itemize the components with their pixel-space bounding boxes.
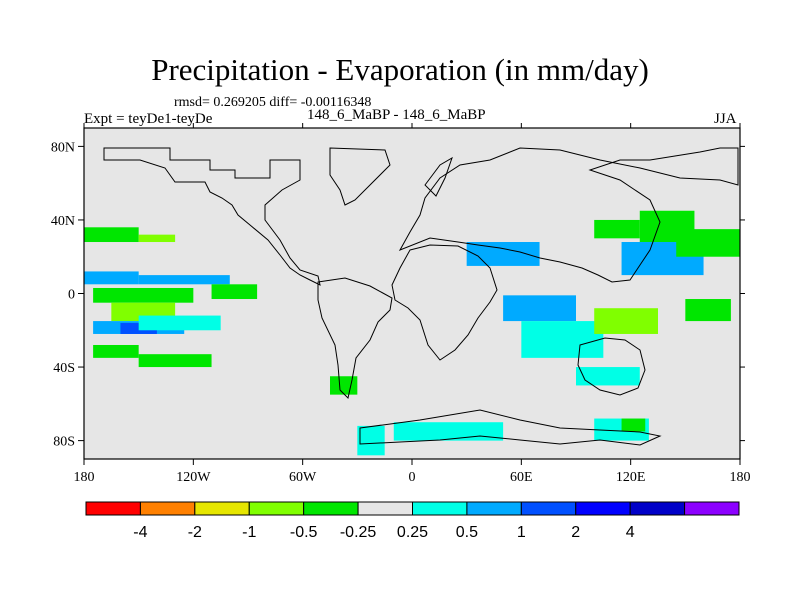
field-patch-17 [521, 321, 604, 358]
axes: 180 120W 60W 0 60E 120E 180 80N 40N 0 40S 80S [51, 123, 751, 485]
x-tick-label-4: 60E [510, 470, 533, 485]
field-patch-26 [576, 367, 640, 386]
field-patch-14 [393, 422, 504, 441]
x-tick-label-3: 0 [409, 470, 416, 485]
colorbar-label-3: -0.5 [290, 524, 318, 541]
colorbar-label-2: -1 [242, 524, 256, 541]
x-tick-label-6: 180 [730, 470, 751, 485]
field-patch-11 [211, 284, 258, 300]
coastlines [103, 147, 739, 446]
field-patch-1 [138, 275, 230, 285]
coastline-south-america [317, 277, 393, 399]
colorbar-swatch-0 [85, 501, 141, 516]
field-patches [84, 210, 740, 456]
x-tick-label-1: 120W [176, 470, 211, 485]
map-area [83, 127, 741, 460]
colorbar-label-4: -0.25 [340, 524, 377, 541]
y-tick-label-3: 40S [53, 361, 75, 376]
colorbar-label-7: 1 [517, 524, 526, 541]
coastline-africa [391, 244, 498, 361]
colorbar-label-5: 0.25 [397, 524, 428, 541]
field-patch-18 [594, 308, 658, 334]
chart-title: Precipitation - Evaporation (in mm/day) [151, 52, 649, 87]
field-patch-0 [84, 271, 139, 285]
colorbar-label-0: -4 [133, 524, 147, 541]
field-patch-23 [685, 299, 731, 322]
colorbar-swatch-6 [412, 501, 468, 516]
colorbar-swatch-10 [629, 501, 686, 516]
colorbar-label-9: 4 [626, 524, 635, 541]
colorbar-swatch-5 [357, 501, 414, 516]
field-patch-3 [138, 234, 176, 243]
y-tick-label-2: 0 [68, 288, 75, 303]
x-tick-label-2: 60W [289, 470, 317, 485]
coastline-antarctica [359, 409, 662, 446]
coastline-eurasia [398, 147, 739, 283]
colorbar-swatch-7 [466, 501, 522, 516]
colorbar-swatch-8 [520, 501, 577, 516]
field-patch-15 [466, 242, 540, 266]
colorbar: -4 -2 -1 -0.5 -0.25 0.25 0.5 1 2 4 [85, 501, 740, 541]
experiment-label: Expt = teyDe1-teyDe [84, 111, 213, 127]
coastline-north-america [103, 147, 321, 286]
colorbar-swatch-9 [575, 501, 631, 516]
colorbar-swatch-3 [248, 501, 305, 516]
stats-line: rmsd= 0.269205 diff= -0.00116348 [174, 95, 372, 110]
field-patch-8 [138, 354, 212, 368]
season-label: JJA [714, 111, 737, 127]
field-patch-21 [676, 229, 740, 257]
field-patch-7 [120, 322, 157, 334]
colorbar-swatch-11 [684, 501, 740, 516]
field-patch-25 [621, 418, 646, 432]
field-patch-9 [93, 344, 139, 358]
colorbar-label-6: 0.5 [456, 524, 478, 541]
colorbar-swatch-1 [139, 501, 196, 516]
colorbar-label-8: 2 [571, 524, 580, 541]
field-patch-4 [93, 287, 194, 303]
colorbar-swatch-2 [194, 501, 250, 516]
colorbar-label-1: -2 [188, 524, 202, 541]
coastline-australia [577, 337, 646, 396]
coastline-greenland [329, 147, 391, 206]
x-tick-label-5: 120E [616, 470, 646, 485]
field-patch-12 [357, 425, 385, 456]
field-patch-2 [84, 227, 139, 243]
y-tick-label-1: 40N [51, 214, 75, 229]
y-tick-label-4: 80S [53, 435, 75, 450]
y-tick-label-0: 80N [51, 140, 75, 155]
field-patch-16 [503, 295, 576, 322]
field-patch-22 [594, 219, 640, 239]
case-label: 148_6_MaBP - 148_6_MaBP [307, 107, 486, 123]
colorbar-swatch-4 [303, 501, 359, 516]
field-patch-10 [138, 315, 221, 331]
x-tick-label-0: 180 [74, 470, 95, 485]
coastline-scandinavia [424, 156, 453, 197]
field-patch-13 [330, 376, 358, 395]
